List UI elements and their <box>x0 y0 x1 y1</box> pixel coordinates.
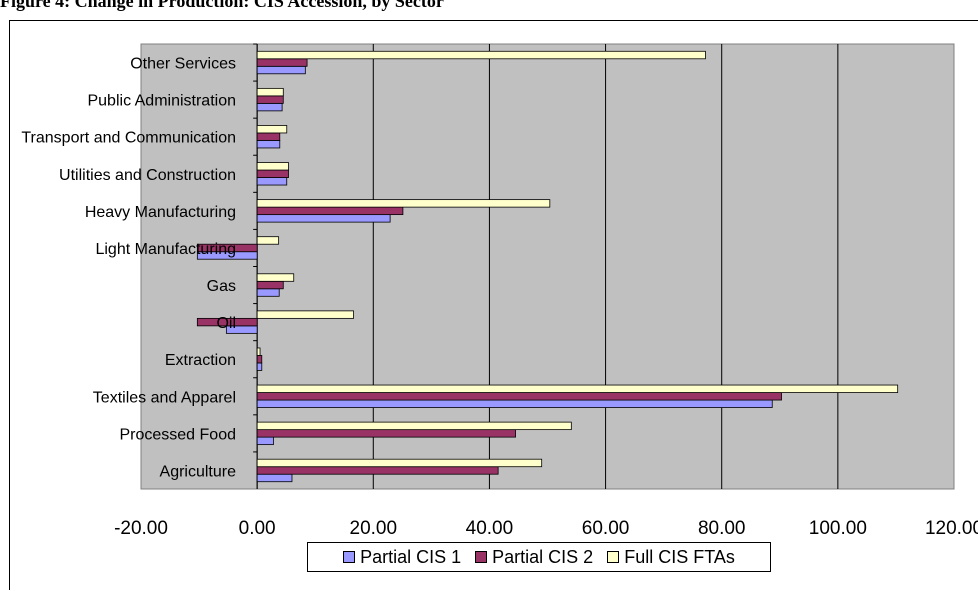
bar <box>256 392 782 401</box>
category-label: Heavy Manufacturing <box>85 204 236 221</box>
bar <box>256 436 274 446</box>
bar <box>256 399 773 408</box>
category-label: Light Manufacturing <box>95 241 236 258</box>
x-tick-label: 20.00 <box>350 518 398 539</box>
legend-swatch <box>343 551 356 563</box>
category-label: Gas <box>207 278 236 295</box>
bar <box>256 273 295 282</box>
x-tick-label: 60.00 <box>582 518 630 539</box>
bar <box>196 243 258 253</box>
x-tick-label: -20.00 <box>114 518 168 539</box>
legend-label: Partial CIS 1 <box>360 546 462 567</box>
bar <box>256 362 263 371</box>
bar <box>256 288 280 297</box>
bar <box>196 317 258 327</box>
bar <box>256 58 308 67</box>
category-label: Public Administration <box>87 93 236 110</box>
x-tick-label: 40.00 <box>466 518 514 539</box>
bar <box>256 466 499 475</box>
legend-item: Partial CIS 1 <box>343 547 461 568</box>
legend-label: Full CIS FTAs <box>624 546 735 567</box>
bar <box>256 140 281 149</box>
category-label: Oil <box>216 315 236 332</box>
category-label: Transport and Communication <box>21 130 236 147</box>
chart-legend: Partial CIS 1 Partial CIS 2 Full CIS FTAs <box>307 542 771 572</box>
bar <box>256 429 516 438</box>
category-label: Textiles and Apparel <box>93 389 236 406</box>
plot-area <box>140 43 955 490</box>
bar <box>256 95 284 104</box>
bar <box>256 50 706 60</box>
x-tick-label: 120.00 <box>925 518 978 539</box>
bar <box>256 236 280 245</box>
bar <box>256 162 289 171</box>
chart-svg: Agriculture Processed Food Textiles and Ap… <box>21 43 978 539</box>
bar <box>256 214 391 223</box>
x-tick-label: 80.00 <box>698 518 746 539</box>
bar <box>256 384 899 393</box>
bar <box>256 177 288 186</box>
category-label: Processed Food <box>119 426 236 443</box>
bar <box>256 132 281 141</box>
legend-label: Partial CIS 2 <box>492 546 594 567</box>
figure-title: Figure 4: Change in Production: CIS Acce… <box>0 0 444 11</box>
x-tick-label: 100.00 <box>809 518 867 539</box>
bar <box>256 355 263 364</box>
x-tick-label: 0.00 <box>239 518 276 539</box>
bar <box>256 125 288 134</box>
category-label: Other Services <box>130 56 236 73</box>
bar <box>256 280 284 290</box>
legend-swatch <box>607 551 620 563</box>
legend-item: Full CIS FTAs <box>607 547 735 568</box>
bar <box>256 199 551 208</box>
category-label: Utilities and Construction <box>59 167 236 184</box>
bar <box>256 310 354 319</box>
bar <box>256 65 306 75</box>
bar <box>256 421 572 431</box>
chart-frame: Agriculture Processed Food Textiles and Ap… <box>9 20 978 590</box>
bar <box>256 102 283 112</box>
category-label: Extraction <box>165 352 236 369</box>
bar <box>256 206 404 216</box>
bar <box>256 169 289 178</box>
legend-swatch <box>475 551 488 563</box>
bar <box>256 473 293 483</box>
bar <box>256 87 284 97</box>
bar <box>256 458 543 468</box>
category-label: Agriculture <box>160 463 237 480</box>
legend-item: Partial CIS 2 <box>475 547 593 568</box>
bar <box>256 347 261 356</box>
